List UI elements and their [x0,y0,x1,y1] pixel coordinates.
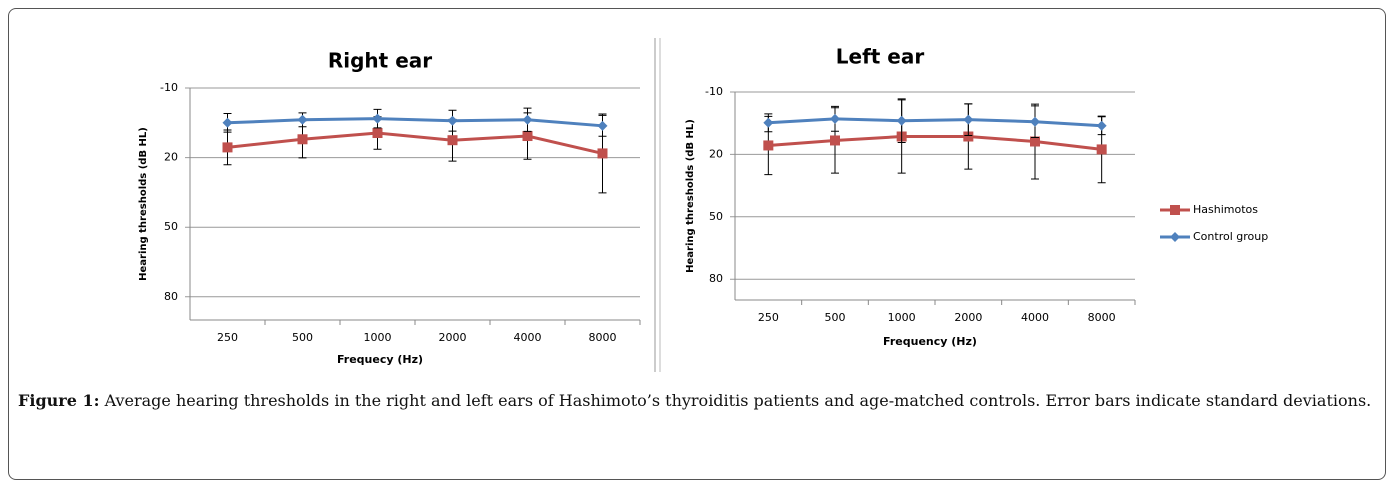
marker [372,113,383,124]
x-tick-label: 8000 [589,331,617,344]
marker [1170,232,1180,242]
figure-frame [8,8,1386,480]
marker [1096,144,1107,155]
x-tick-label: 250 [217,331,238,344]
y-tick-label: 80 [164,290,178,303]
x-axis-label: Frequency (Hz) [883,335,977,348]
marker [763,140,774,151]
y-tick-label: -10 [160,81,178,94]
series-line [227,131,603,155]
marker [1096,120,1107,131]
legend-label: Hashimotos [1193,203,1258,216]
marker [597,148,608,159]
x-tick-label: 1000 [364,331,392,344]
x-axis-label: Frequecy (Hz) [337,353,423,366]
marker [1170,205,1180,215]
x-tick-label: 4000 [1021,311,1049,324]
marker [297,114,308,125]
marker [1030,136,1040,147]
marker [830,135,840,146]
x-tick-label: 500 [825,311,846,324]
marker [896,115,907,126]
chart-title: Right ear [328,49,432,73]
series-line [227,117,603,128]
marker [222,142,233,153]
x-tick-label: 250 [758,311,779,324]
marker [447,135,458,146]
marker [297,134,308,145]
marker [1030,116,1040,127]
x-tick-label: 2000 [439,331,467,344]
y-axis-label: Hearing thresholds (dB HL) [138,127,149,281]
marker [522,131,533,142]
x-tick-label: 4000 [514,331,542,344]
series-line [768,117,1102,128]
chart-title: Left ear [836,45,925,69]
y-tick-label: 80 [709,272,723,285]
caption-label: Figure 1: [18,391,100,410]
x-tick-label: 1000 [888,311,916,324]
y-tick-label: -10 [705,85,723,98]
x-tick-label: 8000 [1088,311,1116,324]
marker [963,131,974,142]
legend-label: Control group [1193,230,1268,243]
x-tick-label: 500 [292,331,313,344]
marker [597,120,608,131]
marker [372,128,383,139]
figure: Right ear Frequecy (Hz) Hearing thresholds… [138,38,1268,372]
caption-text: Average hearing thresholds in the right … [104,391,1372,410]
marker [963,114,974,125]
y-axis-label: Hearing thresholds (dB HL) [685,119,696,273]
y-tick-label: 20 [164,151,178,164]
y-tick-label: 50 [709,210,723,223]
marker [522,114,533,125]
marker [830,113,840,124]
marker [222,117,233,128]
series-line [768,135,1102,151]
caption: Figure 1: Average hearing thresholds in … [18,388,1378,414]
y-tick-label: 20 [709,147,723,160]
y-tick-label: 50 [164,220,178,233]
marker [447,115,458,126]
marker [763,117,774,128]
x-tick-label: 2000 [954,311,982,324]
